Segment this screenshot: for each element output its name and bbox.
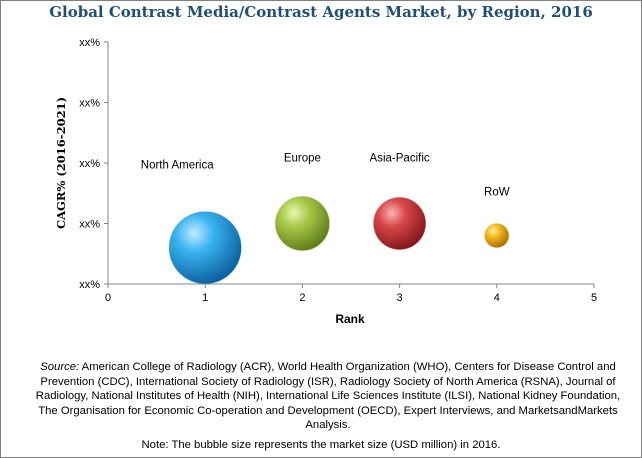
bubble-size-note: Note: The bubble size represents the mar… (141, 439, 501, 451)
y-tick-label: xx% (79, 98, 100, 110)
y-tick-label: xx% (79, 279, 100, 291)
bubble-row (484, 223, 510, 249)
y-axis-label: CAGR% (2016-2021) (54, 97, 68, 229)
y-tick-label: xx% (79, 37, 100, 49)
x-tick-label: 4 (494, 292, 500, 304)
source-note: Source: American College of Radiology (A… (28, 360, 628, 433)
source-text: American College of Radiology (ACR), Wor… (35, 361, 621, 431)
x-tick-label: 5 (591, 292, 597, 304)
bubble-label: North America (141, 160, 214, 172)
bubble-label: Europe (284, 153, 321, 165)
x-axis-label: Rank (335, 312, 365, 326)
x-axis-ticks: 0 1 2 3 4 5 (105, 284, 597, 304)
chart-title: Global Contrast Media/Contrast Agents Ma… (49, 3, 593, 21)
x-tick-label: 1 (202, 292, 208, 304)
bubble-north-america (168, 211, 242, 285)
source-label: Source: (40, 361, 80, 373)
y-axis-ticks: xx% xx% xx% xx% xx% (79, 37, 108, 291)
y-tick-label: xx% (79, 158, 100, 170)
bubble-europe (274, 196, 330, 251)
x-tick-label: 2 (299, 292, 305, 304)
bubble-asia-pacific (373, 197, 427, 250)
y-tick-label: xx% (79, 219, 100, 231)
x-tick-label: 3 (397, 292, 403, 304)
bubble-labels: North America Europe Asia-Pacific RoW (141, 153, 510, 199)
bubble-chart: xx% xx% xx% xx% xx% 0 1 2 3 4 5 North America Euro… (54, 37, 597, 326)
x-tick-label: 0 (105, 292, 111, 304)
bubbles (168, 196, 510, 285)
bubble-label: Asia-Pacific (370, 153, 430, 165)
bubble-label: RoW (484, 187, 510, 199)
